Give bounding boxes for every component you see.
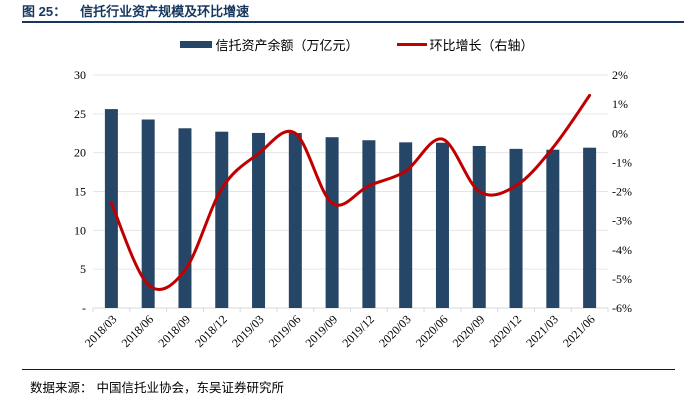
y-right-tick-label: -5% bbox=[612, 272, 632, 286]
y-left-tick-label: 25 bbox=[74, 107, 86, 121]
bar bbox=[509, 148, 523, 308]
y-right-tick-label: -1% bbox=[612, 155, 632, 169]
legend-item-line-series: 环比增长（右轴） bbox=[396, 35, 534, 54]
bar bbox=[104, 109, 118, 308]
y-left-tick-label: 20 bbox=[74, 146, 86, 160]
title-divider bbox=[22, 21, 684, 23]
bar bbox=[252, 132, 266, 308]
y-left-tick-label: 10 bbox=[74, 223, 86, 237]
x-axis-label: 2021/03 bbox=[523, 312, 561, 350]
figure-title: 图 25： 信托行业资产规模及环比增速 bbox=[22, 3, 249, 20]
x-axis-label: 2019/12 bbox=[339, 312, 377, 350]
line-series-label: 环比增长（右轴） bbox=[429, 38, 534, 53]
bar bbox=[325, 137, 339, 308]
x-axis-label: 2018/03 bbox=[82, 312, 120, 350]
footer-divider bbox=[22, 369, 675, 370]
figure-title-text: 信托行业资产规模及环比增速 bbox=[80, 4, 250, 19]
y-right-tick-label: -2% bbox=[612, 185, 632, 199]
x-axis-label: 2020/12 bbox=[486, 312, 524, 350]
y-right-tick-label: -4% bbox=[612, 243, 632, 257]
chart-legend: 信托资产余额（万亿元） 环比增长（右轴） bbox=[30, 35, 684, 54]
x-axis-label: 2018/09 bbox=[155, 312, 193, 350]
y-right-tick-label: 1% bbox=[612, 97, 628, 111]
x-axis-label: 2018/12 bbox=[192, 312, 230, 350]
y-right-tick-label: 0% bbox=[612, 126, 628, 140]
x-axis-label: 2020/03 bbox=[376, 312, 414, 350]
bar bbox=[141, 119, 155, 309]
data-source-text: 中国信托业协会，东吴证券研究所 bbox=[96, 381, 285, 395]
bar bbox=[288, 133, 302, 308]
data-source: 数据来源： 中国信托业协会，东吴证券研究所 bbox=[30, 377, 284, 396]
y-right-tick-label: -6% bbox=[612, 301, 632, 315]
data-source-label: 数据来源： bbox=[30, 381, 93, 395]
y-left-tick-label: 5 bbox=[80, 262, 86, 276]
bar bbox=[215, 131, 229, 308]
x-axis-label: 2021/06 bbox=[560, 312, 598, 350]
x-axis-label: 2018/06 bbox=[119, 312, 157, 350]
y-left-tick-label: 30 bbox=[74, 68, 86, 82]
y-left-tick-label: - bbox=[82, 301, 86, 315]
growth-rate-line bbox=[109, 93, 592, 291]
y-left-tick-label: 15 bbox=[74, 185, 86, 199]
x-axis-label: 2020/06 bbox=[413, 312, 451, 350]
bar bbox=[472, 145, 486, 308]
bar-series-swatch bbox=[180, 41, 213, 48]
bar bbox=[399, 142, 413, 308]
bar-series-label: 信托资产余额（万亿元） bbox=[215, 38, 359, 53]
line-series-swatch bbox=[396, 43, 427, 46]
x-axis-label: 2020/09 bbox=[450, 312, 488, 350]
y-right-tick-label: 2% bbox=[612, 68, 628, 82]
bar bbox=[178, 128, 192, 308]
bar bbox=[362, 140, 376, 308]
x-axis-label: 2019/09 bbox=[303, 312, 341, 350]
x-axis-label: 2019/03 bbox=[229, 312, 267, 350]
y-right-tick-label: -3% bbox=[612, 214, 632, 228]
bar bbox=[435, 142, 449, 308]
figure-label: 图 25： bbox=[22, 4, 67, 19]
legend-item-bar-series: 信托资产余额（万亿元） bbox=[180, 35, 359, 54]
x-axis-label: 2019/06 bbox=[266, 312, 304, 350]
bar bbox=[546, 149, 560, 308]
bar bbox=[583, 147, 597, 308]
